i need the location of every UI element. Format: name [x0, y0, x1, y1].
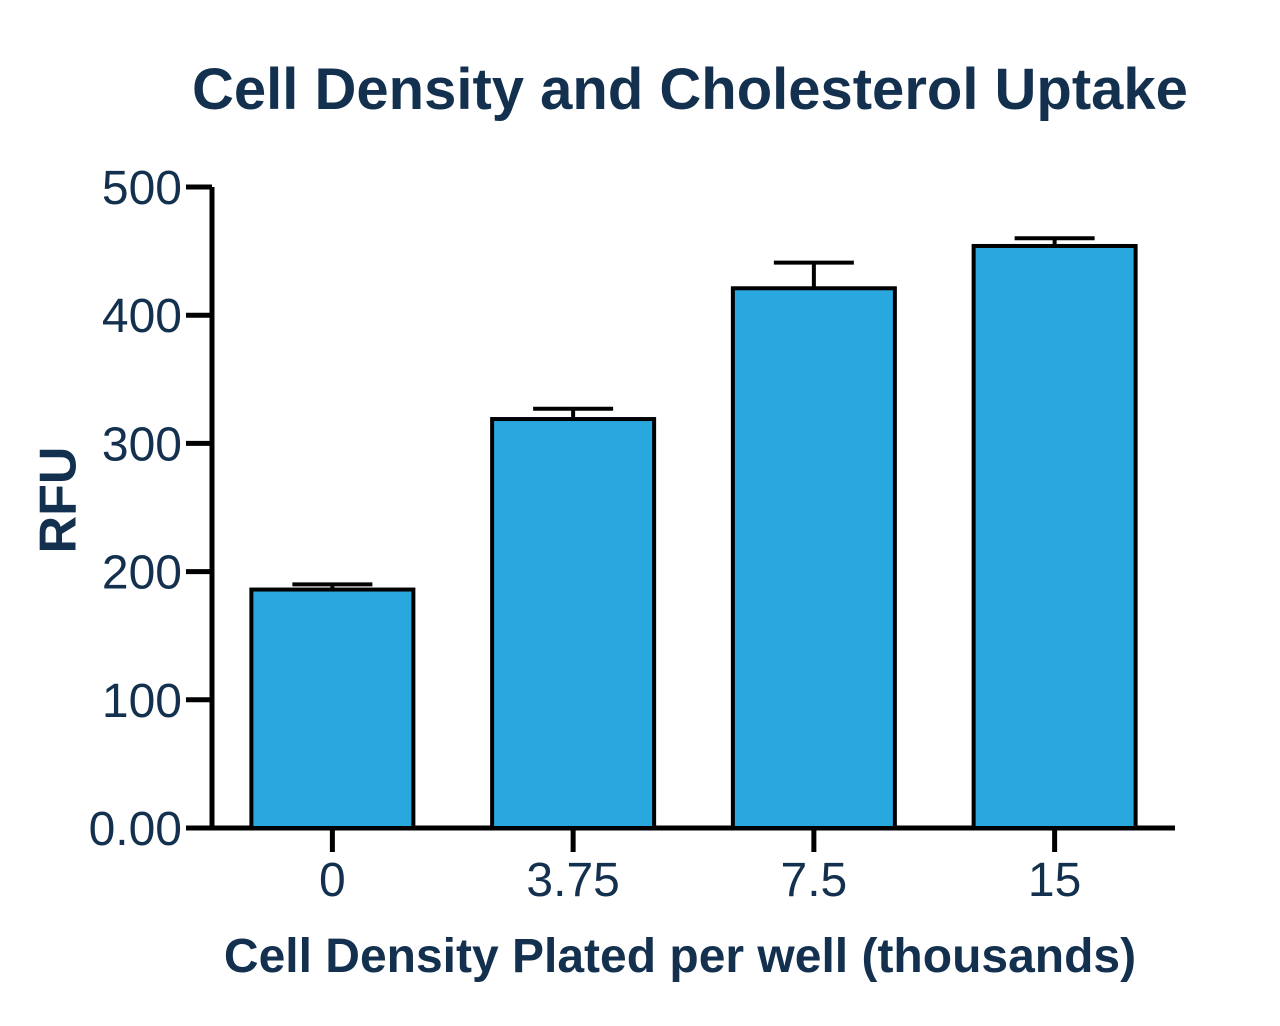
chart-title: Cell Density and Cholesterol Uptake	[192, 57, 1188, 122]
y-tick-label: 100	[102, 675, 182, 728]
y-tick-label: 300	[102, 418, 182, 471]
y-tick-label: 0.00	[89, 803, 182, 856]
x-tick-label: 7.5	[781, 854, 848, 907]
plot-area: 0.00 100 200 300 400 500 0 3.75 7.5 15	[89, 162, 1175, 907]
x-tick-label: 0	[319, 854, 346, 907]
y-tick-label: 400	[102, 290, 182, 343]
y-tick-label: 200	[102, 547, 182, 600]
y-tick-label: 500	[102, 162, 182, 215]
bar	[249, 587, 416, 830]
bar	[730, 286, 897, 830]
x-tick-label: 15	[1028, 854, 1081, 907]
x-axis-label: Cell Density Plated per well (thousands)	[224, 930, 1136, 983]
bar	[971, 243, 1138, 831]
y-axis-label: RFU	[30, 447, 88, 554]
x-tick-label: 3.75	[526, 854, 619, 907]
bar	[490, 417, 657, 830]
